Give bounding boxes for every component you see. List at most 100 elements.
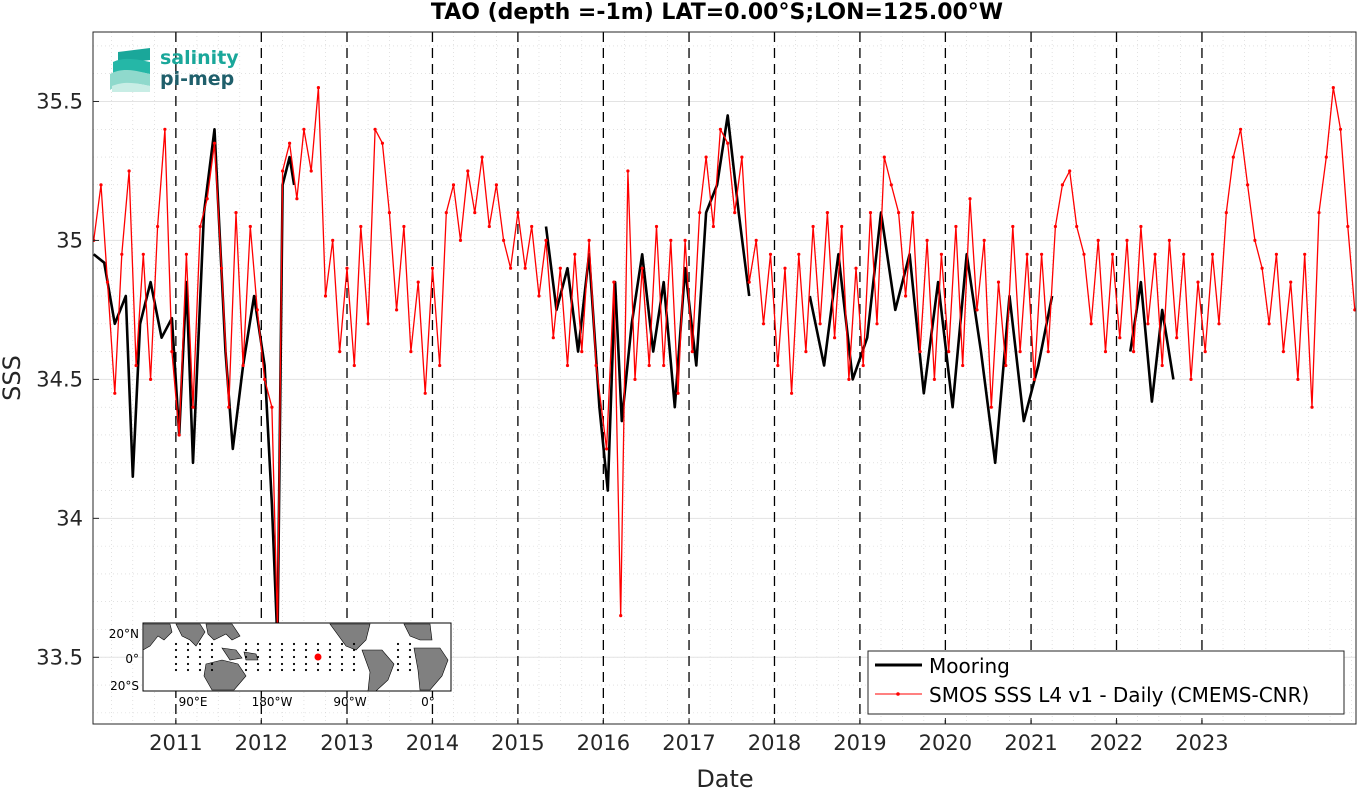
inset-map-mooring-dot [198, 648, 202, 652]
inset-map-mooring-dot [292, 642, 296, 646]
smos-point [797, 252, 801, 256]
smos-point [818, 322, 822, 326]
smos-point [255, 308, 259, 312]
smos-point [487, 224, 491, 229]
smos-point [1296, 377, 1300, 381]
smos-point [473, 211, 477, 215]
series-smos [93, 86, 1356, 632]
smos-point [587, 238, 591, 242]
smos-point [205, 197, 209, 201]
inset-map-mooring-dot [280, 648, 284, 652]
inset-map-mooring-dot [340, 648, 344, 652]
inset-map-mooring-dot [408, 668, 412, 672]
smos-point [718, 127, 723, 131]
plot-area [92, 31, 1357, 725]
smos-point [676, 391, 680, 395]
inset-map-mooring-dot [292, 668, 296, 672]
smos-point [573, 252, 577, 256]
smos-point [996, 280, 1001, 284]
inset-map-mooring-dot [396, 648, 400, 652]
inset-map-mooring-dot [408, 642, 412, 646]
smos-point [1231, 155, 1235, 159]
smos-point [1110, 252, 1115, 256]
smos-point [1096, 238, 1100, 242]
smos-point [954, 224, 958, 229]
inset-map-lon-label-0: 0° [421, 695, 435, 709]
smos-point [1239, 127, 1243, 131]
smos-point [99, 183, 103, 187]
inset-map-mooring-dot [408, 648, 412, 652]
smos-point [409, 350, 413, 354]
smos-point [761, 322, 766, 326]
smos-point [640, 266, 644, 270]
x-tick-label: 2017 [662, 731, 715, 755]
x-tick-label: 2016 [577, 731, 630, 755]
smos-point [1082, 252, 1086, 256]
inset-map-mooring-dot [256, 662, 260, 666]
smos-point [1175, 336, 1179, 340]
smos-point [516, 211, 520, 215]
inset-map-mooring-dot [268, 662, 272, 666]
smos-point [1196, 280, 1200, 284]
smos-point [704, 155, 708, 159]
legend-label-smos: SMOS SSS L4 v1 - Daily (CMEMS-CNR) [929, 683, 1309, 707]
smos-point [120, 252, 124, 256]
x-tick-label: 2020 [919, 731, 972, 755]
chart-title: TAO (depth =-1m) LAT=0.00°S;LON=125.00°W [431, 0, 1003, 25]
inset-map-mooring-dot [304, 648, 308, 652]
smos-point [127, 169, 131, 173]
x-tick-label: 2012 [235, 731, 288, 755]
y-axis-label: SSS [0, 355, 26, 401]
smos-point [947, 350, 951, 354]
inset-map-mooring-dot [198, 662, 202, 666]
smos-point [263, 377, 267, 381]
inset-map-mooring-dot [304, 655, 308, 659]
x-tick-label: 2018 [748, 731, 801, 755]
smos-point [1139, 224, 1143, 229]
smos-point [847, 377, 851, 381]
smos-point [882, 155, 886, 159]
smos-point [1289, 280, 1293, 284]
inset-map-mooring-dot [268, 668, 272, 672]
inset-map-mooring-dot [186, 662, 190, 666]
smos-point [662, 363, 666, 368]
inset-map-mooring-dot [316, 642, 320, 646]
smos-point [875, 322, 879, 326]
inset-map-mooring-dot [316, 668, 320, 672]
inset-map-mooring-dot [186, 648, 190, 652]
inset-map-mooring-dot [174, 668, 178, 672]
smos-point [1060, 183, 1064, 187]
smos-point [156, 224, 160, 229]
smos-point [975, 308, 979, 312]
smos-point [1182, 252, 1186, 256]
smos-point [783, 266, 787, 270]
smos-point [366, 322, 370, 326]
inset-map-land [142, 623, 449, 692]
x-tick-label: 2021 [1004, 731, 1057, 755]
smos-point [1303, 252, 1307, 256]
smos-point [1310, 405, 1314, 409]
x-tick-label: 2022 [1090, 731, 1143, 755]
smos-point [1132, 350, 1136, 354]
inset-map-mooring-dot [268, 648, 272, 652]
smos-point [134, 363, 138, 368]
smos-point [1324, 155, 1328, 159]
smos-point [1189, 377, 1193, 381]
smos-point [1317, 211, 1321, 215]
smos-point [690, 350, 694, 354]
inset-map-mooring-dot [210, 662, 214, 666]
smos-point [1167, 238, 1171, 242]
inset-map-lon-label-180w: 180°W [252, 695, 293, 709]
smos-point [1246, 183, 1250, 187]
smos-point [804, 350, 808, 354]
smos-point [270, 405, 274, 409]
series-layer [93, 86, 1356, 645]
smos-point [747, 280, 751, 284]
smos-point [868, 211, 873, 215]
smos-point [113, 391, 117, 395]
smos-point [227, 405, 231, 409]
inset-map-mooring-dot [328, 668, 332, 672]
inset-map-lat-label-20s: 20°S [110, 679, 139, 693]
inset-map-mooring-dot [174, 655, 178, 659]
